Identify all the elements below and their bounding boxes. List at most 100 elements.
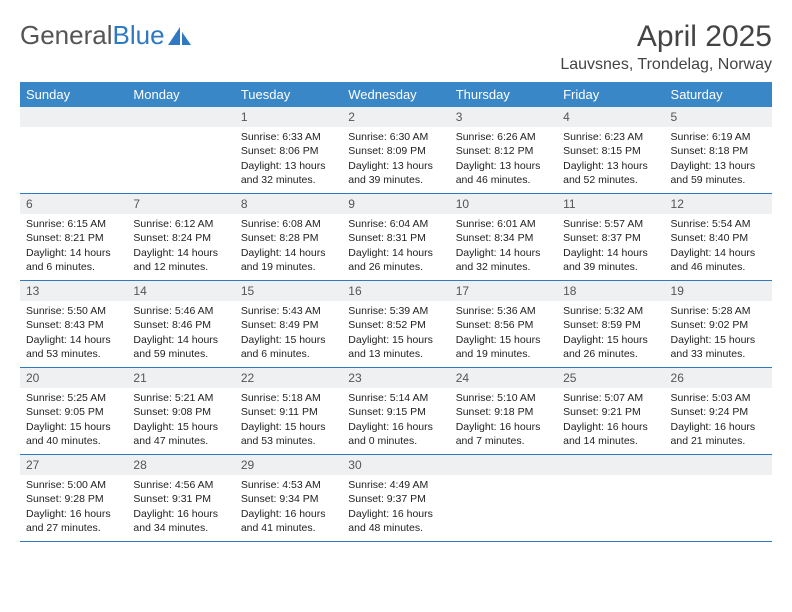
day-number: 30 — [342, 455, 449, 475]
day-number: 16 — [342, 281, 449, 301]
day-details: Sunrise: 5:28 AMSunset: 9:02 PMDaylight:… — [665, 301, 772, 365]
day-number: 2 — [342, 107, 449, 127]
day-details: Sunrise: 6:33 AMSunset: 8:06 PMDaylight:… — [235, 127, 342, 191]
day-details: Sunrise: 5:21 AMSunset: 9:08 PMDaylight:… — [127, 388, 234, 452]
brand-part1: General — [20, 20, 113, 51]
day-number: 17 — [450, 281, 557, 301]
calendar-day-cell: 28Sunrise: 4:56 AMSunset: 9:31 PMDayligh… — [127, 455, 234, 542]
day-details: Sunrise: 6:23 AMSunset: 8:15 PMDaylight:… — [557, 127, 664, 191]
calendar-day-cell: 7Sunrise: 6:12 AMSunset: 8:24 PMDaylight… — [127, 194, 234, 281]
day-number: 21 — [127, 368, 234, 388]
calendar-day-cell: 23Sunrise: 5:14 AMSunset: 9:15 PMDayligh… — [342, 368, 449, 455]
day-details: Sunrise: 5:03 AMSunset: 9:24 PMDaylight:… — [665, 388, 772, 452]
day-details: Sunrise: 5:07 AMSunset: 9:21 PMDaylight:… — [557, 388, 664, 452]
day-number: 18 — [557, 281, 664, 301]
day-details: Sunrise: 5:32 AMSunset: 8:59 PMDaylight:… — [557, 301, 664, 365]
day-details: Sunrise: 5:36 AMSunset: 8:56 PMDaylight:… — [450, 301, 557, 365]
day-details: Sunrise: 6:19 AMSunset: 8:18 PMDaylight:… — [665, 127, 772, 191]
day-number: 29 — [235, 455, 342, 475]
calendar-day-cell: 2Sunrise: 6:30 AMSunset: 8:09 PMDaylight… — [342, 107, 449, 194]
day-details: Sunrise: 5:43 AMSunset: 8:49 PMDaylight:… — [235, 301, 342, 365]
day-number: 7 — [127, 194, 234, 214]
weekday-header: Saturday — [665, 82, 772, 107]
day-details: Sunrise: 5:50 AMSunset: 8:43 PMDaylight:… — [20, 301, 127, 365]
calendar-day-cell: 22Sunrise: 5:18 AMSunset: 9:11 PMDayligh… — [235, 368, 342, 455]
weekday-header: Wednesday — [342, 82, 449, 107]
weekday-header: Sunday — [20, 82, 127, 107]
weekday-header: Friday — [557, 82, 664, 107]
day-number: 9 — [342, 194, 449, 214]
day-number: 20 — [20, 368, 127, 388]
day-number-band — [665, 455, 772, 475]
calendar-day-cell: 16Sunrise: 5:39 AMSunset: 8:52 PMDayligh… — [342, 281, 449, 368]
weekday-header-row: SundayMondayTuesdayWednesdayThursdayFrid… — [20, 82, 772, 107]
calendar-day-cell: 17Sunrise: 5:36 AMSunset: 8:56 PMDayligh… — [450, 281, 557, 368]
calendar-day-cell: 18Sunrise: 5:32 AMSunset: 8:59 PMDayligh… — [557, 281, 664, 368]
calendar-day-cell: 25Sunrise: 5:07 AMSunset: 9:21 PMDayligh… — [557, 368, 664, 455]
calendar-day-cell — [450, 455, 557, 542]
calendar-day-cell: 5Sunrise: 6:19 AMSunset: 8:18 PMDaylight… — [665, 107, 772, 194]
day-details: Sunrise: 5:57 AMSunset: 8:37 PMDaylight:… — [557, 214, 664, 278]
calendar-day-cell: 11Sunrise: 5:57 AMSunset: 8:37 PMDayligh… — [557, 194, 664, 281]
calendar-day-cell: 30Sunrise: 4:49 AMSunset: 9:37 PMDayligh… — [342, 455, 449, 542]
day-number: 19 — [665, 281, 772, 301]
calendar-day-cell: 8Sunrise: 6:08 AMSunset: 8:28 PMDaylight… — [235, 194, 342, 281]
day-number: 11 — [557, 194, 664, 214]
day-details: Sunrise: 6:04 AMSunset: 8:31 PMDaylight:… — [342, 214, 449, 278]
location: Lauvsnes, Trondelag, Norway — [560, 56, 772, 74]
day-number: 5 — [665, 107, 772, 127]
day-number: 14 — [127, 281, 234, 301]
day-number-band — [557, 455, 664, 475]
day-details: Sunrise: 5:00 AMSunset: 9:28 PMDaylight:… — [20, 475, 127, 539]
calendar-day-cell — [665, 455, 772, 542]
day-details: Sunrise: 4:56 AMSunset: 9:31 PMDaylight:… — [127, 475, 234, 539]
day-number: 4 — [557, 107, 664, 127]
day-details: Sunrise: 6:08 AMSunset: 8:28 PMDaylight:… — [235, 214, 342, 278]
calendar-day-cell: 29Sunrise: 4:53 AMSunset: 9:34 PMDayligh… — [235, 455, 342, 542]
calendar-day-cell: 24Sunrise: 5:10 AMSunset: 9:18 PMDayligh… — [450, 368, 557, 455]
calendar-day-cell: 12Sunrise: 5:54 AMSunset: 8:40 PMDayligh… — [665, 194, 772, 281]
calendar-week-row: 27Sunrise: 5:00 AMSunset: 9:28 PMDayligh… — [20, 455, 772, 542]
calendar-day-cell: 27Sunrise: 5:00 AMSunset: 9:28 PMDayligh… — [20, 455, 127, 542]
brand-logo: GeneralBlue — [20, 20, 193, 51]
brand-part2: Blue — [113, 20, 165, 51]
calendar-day-cell: 14Sunrise: 5:46 AMSunset: 8:46 PMDayligh… — [127, 281, 234, 368]
day-number-band — [20, 107, 127, 127]
calendar-day-cell: 4Sunrise: 6:23 AMSunset: 8:15 PMDaylight… — [557, 107, 664, 194]
day-number-band — [127, 107, 234, 127]
title-block: April 2025 Lauvsnes, Trondelag, Norway — [560, 20, 772, 74]
day-number-band — [450, 455, 557, 475]
day-number: 22 — [235, 368, 342, 388]
calendar-day-cell — [127, 107, 234, 194]
calendar-week-row: 1Sunrise: 6:33 AMSunset: 8:06 PMDaylight… — [20, 107, 772, 194]
calendar-day-cell: 20Sunrise: 5:25 AMSunset: 9:05 PMDayligh… — [20, 368, 127, 455]
calendar-week-row: 20Sunrise: 5:25 AMSunset: 9:05 PMDayligh… — [20, 368, 772, 455]
weekday-header: Monday — [127, 82, 234, 107]
day-details: Sunrise: 6:15 AMSunset: 8:21 PMDaylight:… — [20, 214, 127, 278]
day-details: Sunrise: 6:12 AMSunset: 8:24 PMDaylight:… — [127, 214, 234, 278]
day-number: 28 — [127, 455, 234, 475]
calendar-week-row: 6Sunrise: 6:15 AMSunset: 8:21 PMDaylight… — [20, 194, 772, 281]
calendar-day-cell: 26Sunrise: 5:03 AMSunset: 9:24 PMDayligh… — [665, 368, 772, 455]
day-details: Sunrise: 5:25 AMSunset: 9:05 PMDaylight:… — [20, 388, 127, 452]
day-details: Sunrise: 4:53 AMSunset: 9:34 PMDaylight:… — [235, 475, 342, 539]
calendar-day-cell: 19Sunrise: 5:28 AMSunset: 9:02 PMDayligh… — [665, 281, 772, 368]
day-number: 6 — [20, 194, 127, 214]
day-number: 13 — [20, 281, 127, 301]
day-details: Sunrise: 5:46 AMSunset: 8:46 PMDaylight:… — [127, 301, 234, 365]
month-title: April 2025 — [560, 20, 772, 54]
day-number: 24 — [450, 368, 557, 388]
calendar-day-cell: 15Sunrise: 5:43 AMSunset: 8:49 PMDayligh… — [235, 281, 342, 368]
day-number: 27 — [20, 455, 127, 475]
calendar-day-cell: 6Sunrise: 6:15 AMSunset: 8:21 PMDaylight… — [20, 194, 127, 281]
calendar-day-cell: 1Sunrise: 6:33 AMSunset: 8:06 PMDaylight… — [235, 107, 342, 194]
day-number: 23 — [342, 368, 449, 388]
calendar-body: 1Sunrise: 6:33 AMSunset: 8:06 PMDaylight… — [20, 107, 772, 542]
day-details: Sunrise: 4:49 AMSunset: 9:37 PMDaylight:… — [342, 475, 449, 539]
day-details: Sunrise: 5:18 AMSunset: 9:11 PMDaylight:… — [235, 388, 342, 452]
weekday-header: Tuesday — [235, 82, 342, 107]
day-details: Sunrise: 6:01 AMSunset: 8:34 PMDaylight:… — [450, 214, 557, 278]
day-number: 25 — [557, 368, 664, 388]
day-number: 26 — [665, 368, 772, 388]
header: GeneralBlue April 2025 Lauvsnes, Trondel… — [20, 20, 772, 74]
